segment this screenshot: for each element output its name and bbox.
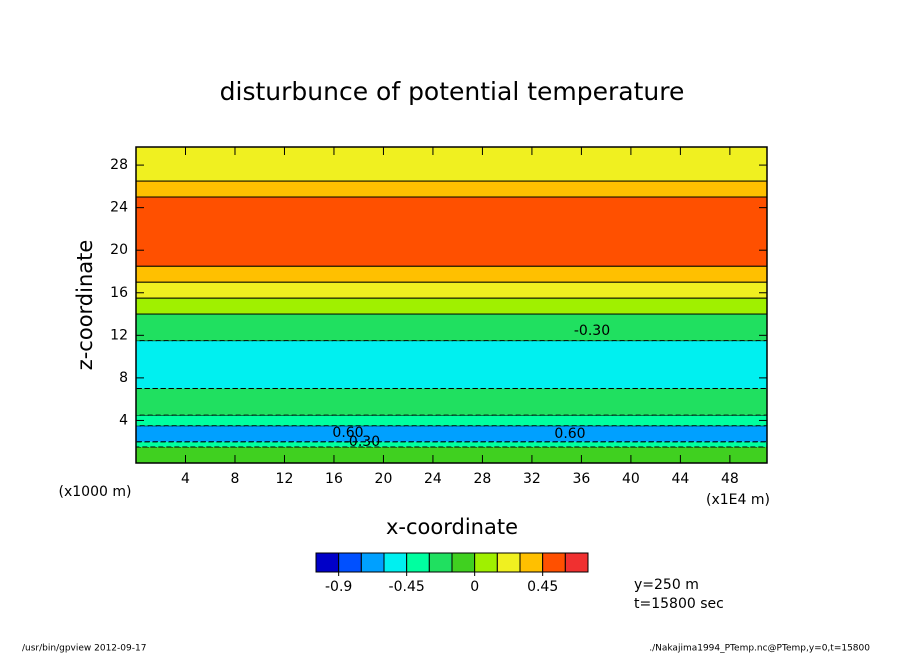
footer-left: /usr/bin/gpview 2012-09-17	[22, 644, 146, 654]
y-tick-label: 8	[119, 370, 128, 386]
contour-band	[135, 281, 768, 299]
annotation: y=250 m	[634, 577, 699, 593]
colorbar-box	[406, 552, 430, 573]
contour-band	[135, 425, 768, 443]
colorbar-box	[474, 552, 498, 573]
x-tick-label: 20	[375, 471, 393, 487]
x-axis-label: x-coordinate	[386, 515, 518, 539]
x-tick-label: 40	[622, 471, 640, 487]
contour-label: -0.30	[344, 434, 380, 450]
contour-band	[135, 313, 768, 342]
contour-band	[135, 196, 768, 267]
colorbar-box	[451, 552, 476, 573]
colorbar-box	[519, 552, 544, 573]
x-tick-label: 36	[572, 471, 590, 487]
colorbar-box	[383, 552, 408, 573]
x-tick-label: 4	[181, 471, 190, 487]
x-tick-label: 16	[325, 471, 343, 487]
footer-right: ./Nakajima1994_PTemp.nc@PTemp,y=0,t=1580…	[649, 644, 870, 654]
y-tick-label: 12	[110, 327, 128, 343]
annotation: t=15800 sec	[634, 596, 724, 612]
contour-band	[135, 446, 768, 464]
contour-label: 0.60	[332, 425, 363, 441]
colorbar-box	[564, 552, 589, 573]
contour-label: -0.30	[574, 323, 610, 339]
x-tick-label: 12	[276, 471, 294, 487]
colorbar-tick-label: 0	[470, 579, 479, 595]
y-tick-label: 16	[110, 285, 128, 301]
x-tick-label: 8	[231, 471, 240, 487]
contour-band	[135, 340, 768, 390]
x-tick-label: 44	[671, 471, 689, 487]
plot-frame	[135, 146, 768, 464]
x-tick-label: 28	[474, 471, 492, 487]
contour-band	[135, 388, 768, 416]
y-tick-label: 24	[110, 200, 128, 216]
contour-band	[135, 441, 768, 448]
x-tick-label: 32	[523, 471, 541, 487]
colorbar-box	[428, 552, 453, 573]
y-axis-label: z-coordinate	[73, 240, 97, 371]
chart-title: disturbunce of potential temperature	[220, 77, 685, 106]
contour-band	[135, 180, 768, 198]
colorbar-box	[338, 552, 362, 573]
x-unit-label: (x1E4 m)	[706, 492, 770, 508]
colorbar-box	[496, 552, 521, 573]
contour-label: 0.60	[554, 426, 585, 442]
x-tick-label: 48	[721, 471, 739, 487]
colorbar-tick-label: 0.45	[527, 579, 558, 595]
x-tick-label: 24	[424, 471, 442, 487]
colorbar-tick-label: -0.45	[389, 579, 425, 595]
y-tick-label: 20	[110, 242, 128, 258]
contour-band	[135, 146, 768, 182]
contour-band	[135, 297, 768, 315]
colorbar-box	[542, 552, 566, 573]
colorbar-box	[315, 552, 340, 573]
y-tick-label: 28	[110, 157, 128, 173]
colorbar-box	[360, 552, 385, 573]
contour-band	[135, 265, 768, 283]
colorbar-tick-label: -0.9	[325, 579, 352, 595]
contour-band	[135, 414, 768, 427]
y-unit-label: (x1000 m)	[59, 484, 132, 500]
y-tick-label: 4	[119, 412, 128, 428]
